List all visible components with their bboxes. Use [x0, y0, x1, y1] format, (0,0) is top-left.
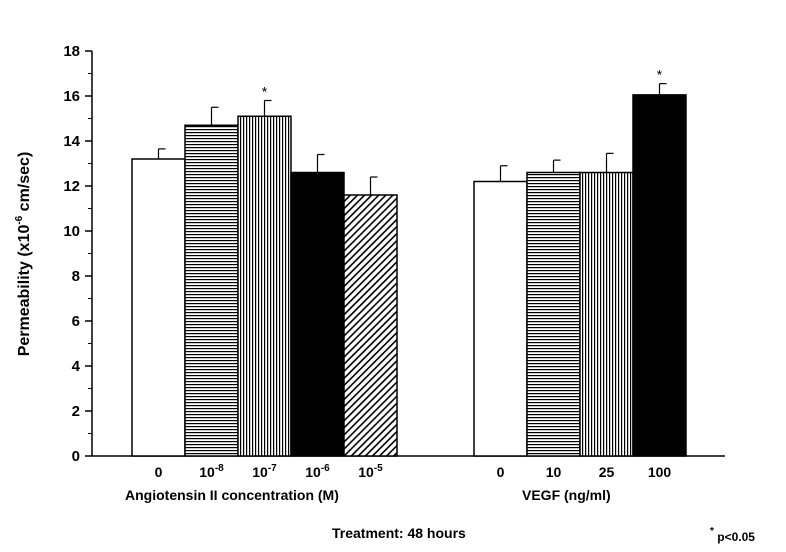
category-label: 10-6 [305, 463, 330, 480]
bar [526, 171, 581, 457]
bars: 0 10-8 * 10-7 10-6 10-5 0 10 25 * 100 [131, 67, 687, 480]
y-tick-label: 0 [72, 448, 80, 465]
bar [579, 171, 634, 457]
y-tick-label: 8 [72, 268, 80, 285]
bar [473, 180, 528, 457]
bar [290, 171, 345, 457]
bar [343, 194, 398, 457]
bar [184, 124, 239, 457]
y-tick-label: 12 [63, 178, 80, 195]
category-label: 0 [155, 464, 163, 480]
category-label: 10-5 [358, 463, 383, 480]
bar [237, 115, 292, 457]
category-label: 25 [599, 464, 615, 480]
y-tick-label: 4 [72, 358, 81, 375]
category-label: 100 [648, 464, 672, 480]
category-label: 0 [497, 464, 505, 480]
significance-note: * p<0.05 [710, 526, 755, 544]
y-tick-label: 6 [72, 313, 80, 330]
bar [632, 94, 687, 457]
category-label: 10-8 [199, 463, 224, 480]
y-tick-label: 16 [63, 88, 80, 105]
bar [131, 158, 186, 457]
treatment-footer: Treatment: 48 hours [332, 525, 466, 541]
significance-star: * [657, 67, 663, 83]
y-tick-label: 10 [63, 223, 80, 240]
y-tick-label: 18 [63, 43, 80, 60]
category-label: 10-7 [252, 463, 277, 480]
group-label-vegf: VEGF (ng/ml) [522, 487, 611, 503]
y-tick-label: 14 [63, 133, 80, 150]
significance-star: * [262, 84, 268, 100]
group-label-angiotensin: Angiotensin II concentration (M) [125, 487, 339, 503]
category-label: 10 [546, 464, 562, 480]
y-axis-label: Permeability (x10-6 cm/sec) [14, 152, 33, 357]
y-tick-label: 2 [72, 403, 80, 420]
